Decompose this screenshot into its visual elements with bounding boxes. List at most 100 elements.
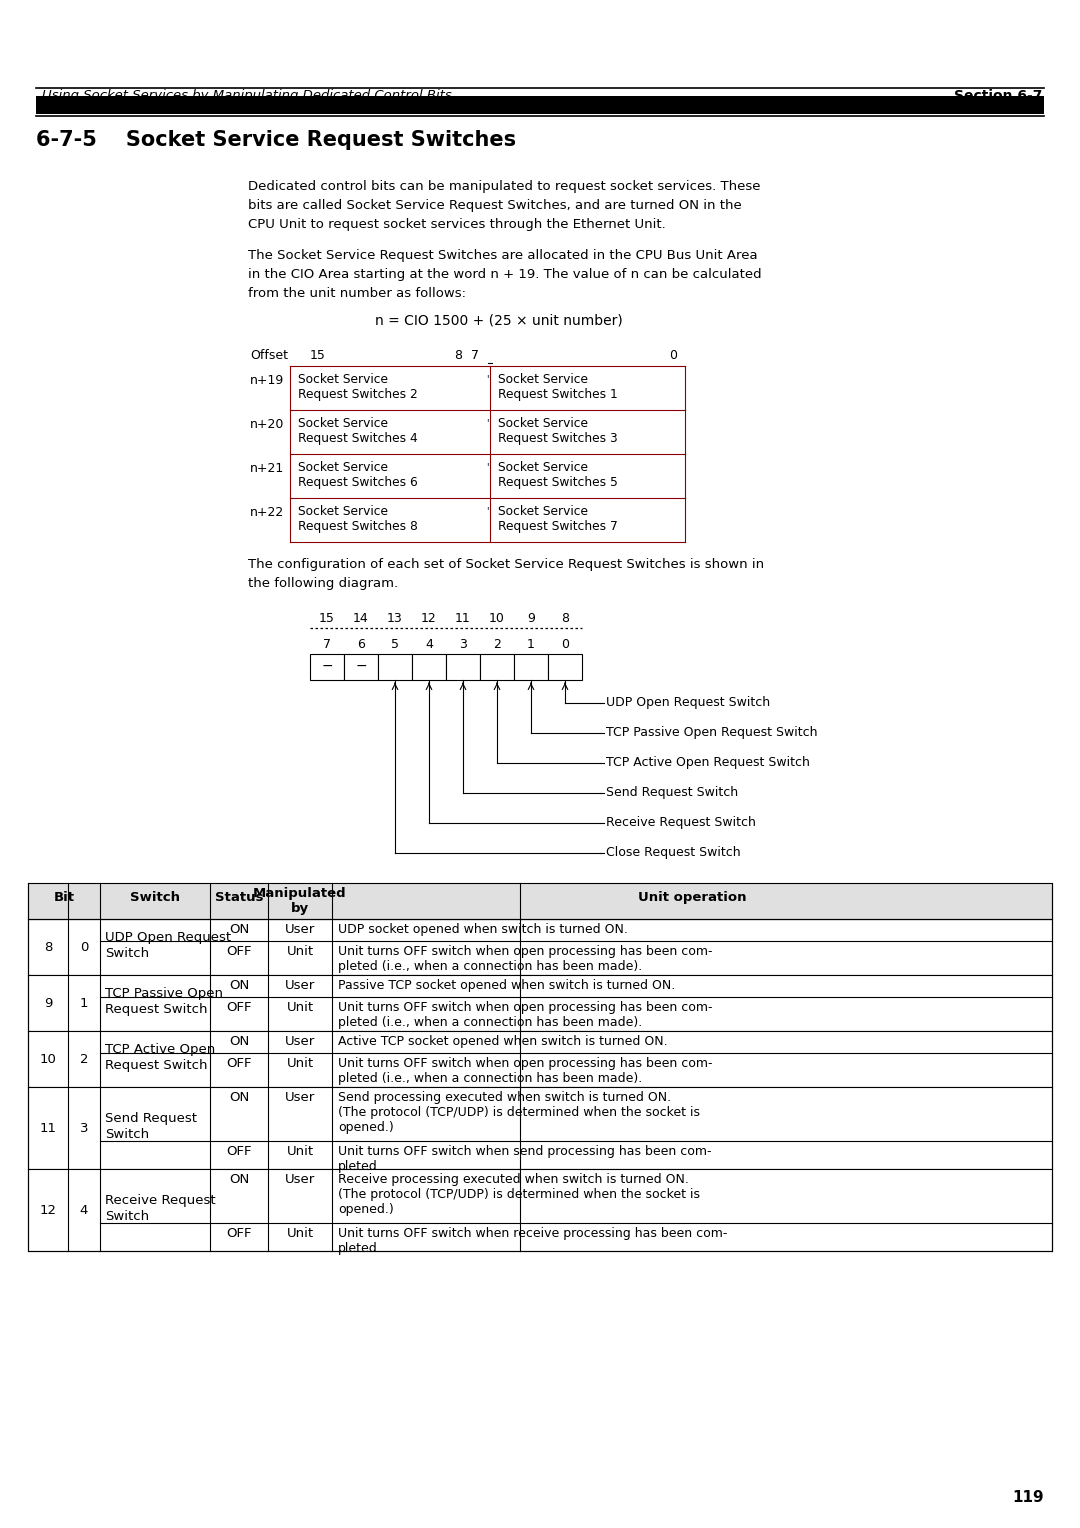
Text: 0: 0 — [669, 348, 677, 362]
Text: 3: 3 — [80, 1122, 89, 1135]
Text: pleted (i.e., when a connection has been made).: pleted (i.e., when a connection has been… — [338, 1016, 643, 1028]
Text: Manipulated
by: Manipulated by — [253, 886, 347, 915]
Text: Unit: Unit — [286, 1227, 313, 1241]
Text: Unit: Unit — [286, 944, 313, 958]
Text: Using Socket Services by Manipulating Dedicated Control Bits: Using Socket Services by Manipulating De… — [42, 89, 451, 102]
Bar — [28, 1031, 1052, 1086]
Text: Request Switches 1: Request Switches 1 — [498, 388, 618, 400]
Text: n+19: n+19 — [249, 374, 284, 387]
Text: OFF: OFF — [226, 1227, 252, 1241]
Text: Switch: Switch — [130, 891, 180, 905]
Text: Request Switches 8: Request Switches 8 — [298, 520, 418, 533]
Text: Unit turns OFF switch when open processing has been com-: Unit turns OFF switch when open processi… — [338, 944, 713, 958]
Bar — [28, 1086, 1052, 1169]
Text: Socket Service: Socket Service — [498, 504, 588, 518]
Text: 14: 14 — [353, 613, 369, 625]
Text: 6-7-5    Socket Service Request Switches: 6-7-5 Socket Service Request Switches — [36, 130, 516, 150]
Text: Socket Service: Socket Service — [298, 373, 388, 387]
Text: UDP socket opened when switch is turned ON.: UDP socket opened when switch is turned … — [338, 923, 627, 937]
Text: 10: 10 — [40, 1053, 56, 1067]
Text: pleted (i.e., when a connection has been made).: pleted (i.e., when a connection has been… — [338, 1073, 643, 1085]
Text: Unit: Unit — [286, 1144, 313, 1158]
Text: 7: 7 — [323, 639, 330, 651]
Text: Close Request Switch: Close Request Switch — [606, 847, 741, 859]
Bar — [28, 883, 1052, 918]
Text: 15: 15 — [310, 348, 326, 362]
Text: Unit turns OFF switch when open processing has been com-: Unit turns OFF switch when open processi… — [338, 1001, 713, 1015]
Text: n+20: n+20 — [249, 419, 284, 431]
Text: Unit turns OFF switch when open processing has been com-: Unit turns OFF switch when open processi… — [338, 1057, 713, 1070]
Text: 9: 9 — [527, 613, 535, 625]
Text: User: User — [285, 1034, 315, 1048]
Text: n+21: n+21 — [249, 461, 284, 475]
Text: User: User — [285, 923, 315, 937]
Text: n = CIO 1500 + (25 × unit number): n = CIO 1500 + (25 × unit number) — [375, 313, 623, 329]
Text: 6: 6 — [357, 639, 365, 651]
Text: The Socket Service Request Switches are allocated in the CPU Bus Unit Area: The Socket Service Request Switches are … — [248, 249, 758, 261]
Text: 2: 2 — [494, 639, 501, 651]
Text: 8: 8 — [561, 613, 569, 625]
Text: 8: 8 — [44, 941, 52, 953]
Text: TCP Active Open Request Switch: TCP Active Open Request Switch — [606, 756, 810, 769]
Text: Socket Service: Socket Service — [298, 417, 388, 429]
Bar — [548, 654, 582, 680]
Text: TCP Passive Open Request Switch: TCP Passive Open Request Switch — [606, 726, 818, 740]
Text: 4: 4 — [80, 1204, 89, 1216]
Text: 12: 12 — [40, 1204, 56, 1216]
Text: Offset: Offset — [249, 348, 288, 362]
Text: Send processing executed when switch is turned ON.: Send processing executed when switch is … — [338, 1091, 671, 1105]
Text: pleted.: pleted. — [338, 1242, 381, 1254]
Text: Switch: Switch — [105, 1128, 149, 1141]
Text: 3: 3 — [459, 639, 467, 651]
Text: Unit turns OFF switch when send processing has been com-: Unit turns OFF switch when send processi… — [338, 1144, 712, 1158]
Text: User: User — [285, 1174, 315, 1186]
Text: Dedicated control bits can be manipulated to request socket services. These: Dedicated control bits can be manipulate… — [248, 180, 760, 193]
Text: in the CIO Area starting at the word n + 19. The value of n can be calculated: in the CIO Area starting at the word n +… — [248, 267, 761, 281]
Text: pleted (i.e., when a connection has been made).: pleted (i.e., when a connection has been… — [338, 960, 643, 973]
Text: Receive Request: Receive Request — [105, 1193, 216, 1207]
Text: Request Switches 4: Request Switches 4 — [298, 432, 418, 445]
Text: ON: ON — [229, 979, 249, 992]
Bar — [514, 654, 548, 680]
Text: Status: Status — [215, 891, 264, 905]
Text: Receive Request Switch: Receive Request Switch — [606, 816, 756, 830]
Text: The configuration of each set of Socket Service Request Switches is shown in: The configuration of each set of Socket … — [248, 558, 765, 571]
Text: Bit: Bit — [54, 891, 75, 905]
Text: pleted.: pleted. — [338, 1160, 381, 1174]
Text: OFF: OFF — [226, 1144, 252, 1158]
Text: 119: 119 — [1012, 1490, 1044, 1505]
Text: 13: 13 — [387, 613, 403, 625]
Text: ': ' — [486, 506, 488, 516]
Text: Request Switches 7: Request Switches 7 — [498, 520, 618, 533]
Text: Unit turns OFF switch when receive processing has been com-: Unit turns OFF switch when receive proce… — [338, 1227, 727, 1241]
Text: 0: 0 — [561, 639, 569, 651]
Text: 1: 1 — [80, 996, 89, 1010]
Bar — [28, 1169, 1052, 1251]
Text: Switch: Switch — [105, 1210, 149, 1222]
Bar — [310, 654, 345, 680]
Text: TCP Passive Open: TCP Passive Open — [105, 987, 222, 999]
Text: Unit: Unit — [286, 1001, 313, 1015]
Text: Socket Service: Socket Service — [298, 461, 388, 474]
Text: (The protocol (TCP/UDP) is determined when the socket is: (The protocol (TCP/UDP) is determined wh… — [338, 1106, 700, 1118]
Text: Socket Service: Socket Service — [498, 373, 588, 387]
Text: ': ' — [486, 461, 488, 472]
Bar — [411, 654, 446, 680]
Text: 11: 11 — [40, 1122, 56, 1135]
Text: −: − — [321, 659, 333, 672]
Bar — [446, 654, 480, 680]
Text: 10: 10 — [489, 613, 505, 625]
Text: ON: ON — [229, 1091, 249, 1105]
Bar — [345, 654, 378, 680]
Text: Socket Service: Socket Service — [298, 504, 388, 518]
Text: Receive processing executed when switch is turned ON.: Receive processing executed when switch … — [338, 1174, 689, 1186]
Text: Request Switch: Request Switch — [105, 1002, 207, 1016]
Text: Socket Service: Socket Service — [498, 461, 588, 474]
Text: Send Request: Send Request — [105, 1112, 197, 1125]
Text: UDP Open Request: UDP Open Request — [105, 931, 231, 944]
Text: 5: 5 — [391, 639, 399, 651]
Bar — [28, 918, 1052, 975]
Text: Switch: Switch — [105, 947, 149, 960]
Text: Passive TCP socket opened when switch is turned ON.: Passive TCP socket opened when switch is… — [338, 979, 675, 992]
Text: Request Switches 3: Request Switches 3 — [498, 432, 618, 445]
